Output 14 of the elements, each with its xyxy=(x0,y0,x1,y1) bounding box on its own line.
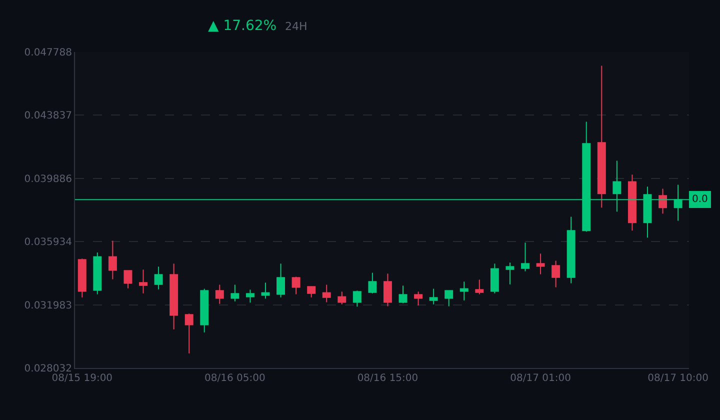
ref-line-label: 0.0 xyxy=(692,194,708,205)
y-tick-label: 0.039886 xyxy=(24,174,72,185)
y-tick-label: 0.035934 xyxy=(24,237,72,248)
y-tick-label: 0.047788 xyxy=(24,48,72,58)
x-tick-label: 08/17 10:00 xyxy=(648,373,708,384)
text: 24H xyxy=(285,20,308,33)
y-tick-label: 0.043837 xyxy=(24,110,72,122)
x-tick-label: 08/16 05:00 xyxy=(204,373,266,384)
y-tick-label: 0.028032 xyxy=(24,364,72,374)
x-tick-label: 08/17 01:00 xyxy=(510,373,571,384)
x-tick-label: 08/15 19:00 xyxy=(52,373,113,384)
text: ▲ 17.62% xyxy=(208,18,277,34)
x-tick-label: 08/16 15:00 xyxy=(357,373,418,384)
y-tick-label: 0.031983 xyxy=(24,300,72,312)
